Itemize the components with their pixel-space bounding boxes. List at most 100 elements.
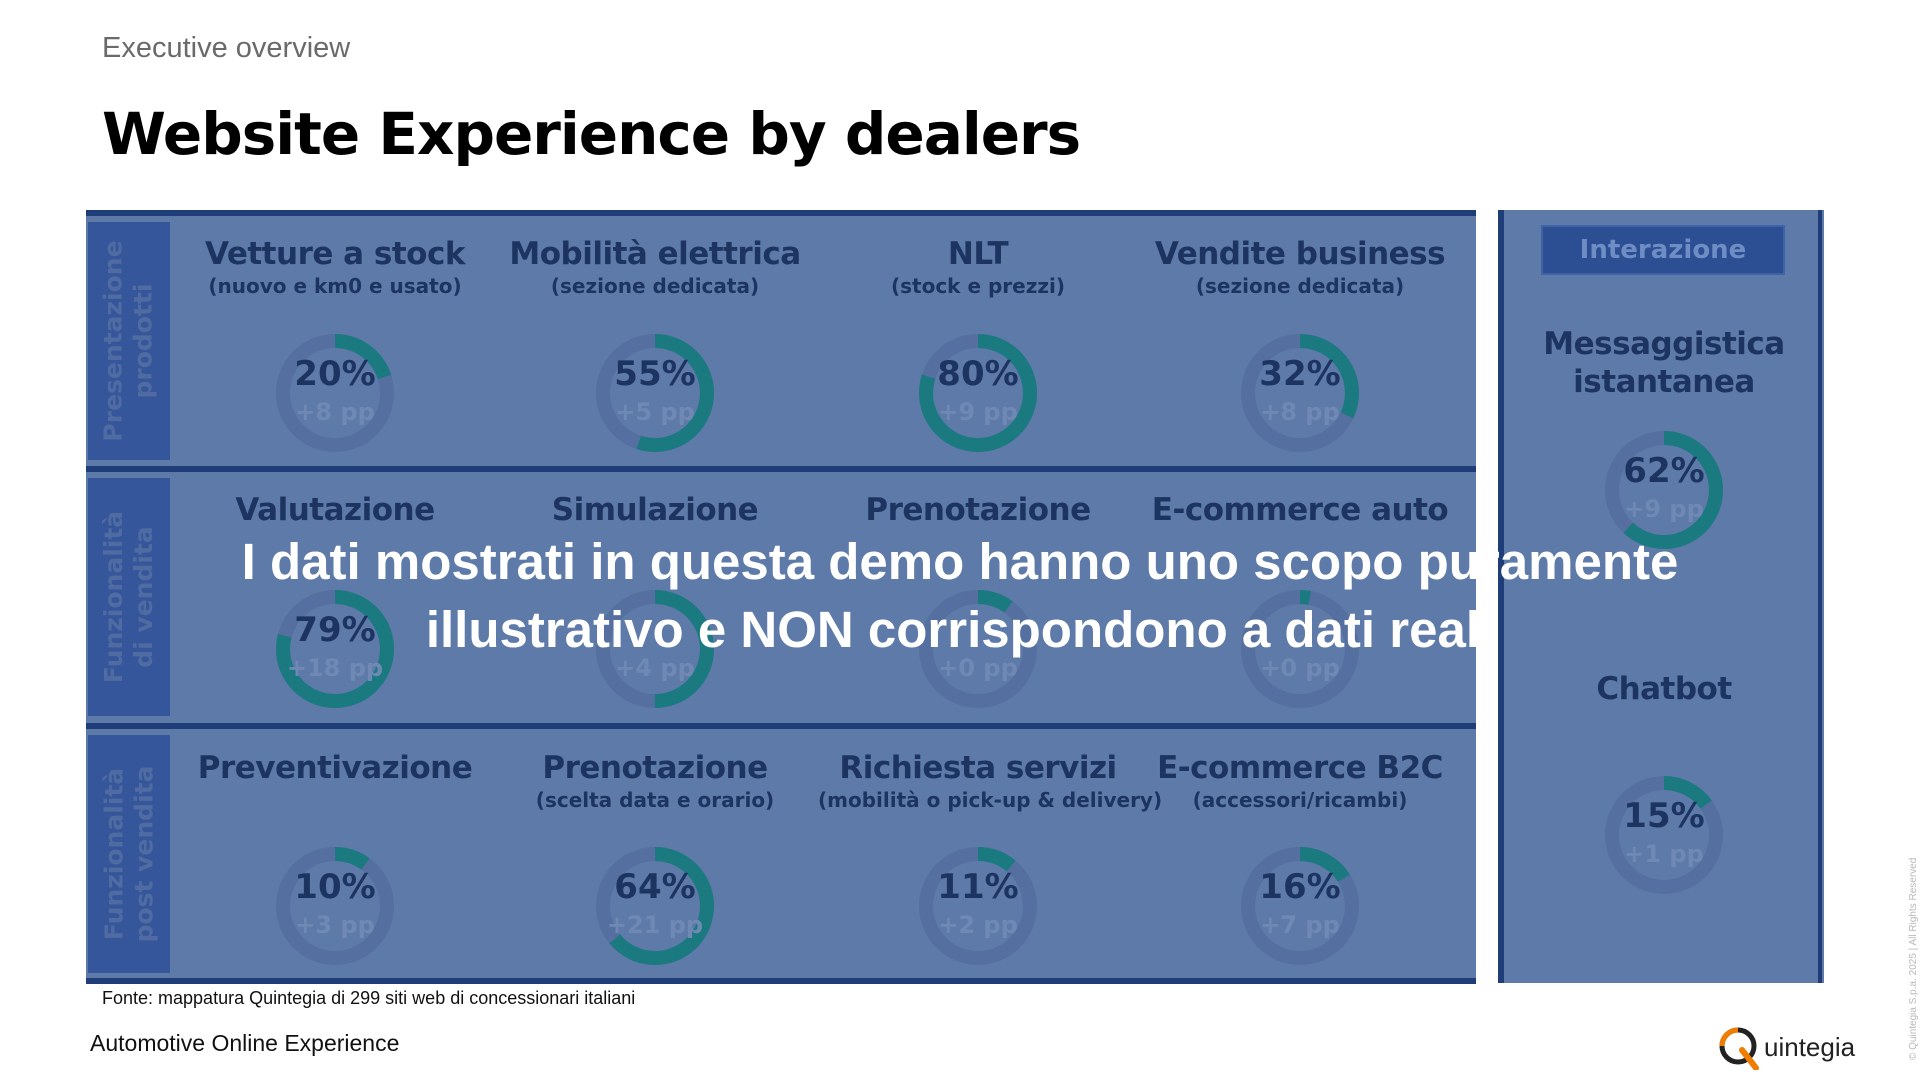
donut-chart: +0 pp: [913, 584, 1043, 714]
section-eyebrow: Executive overview: [102, 32, 351, 64]
logo-q-icon: [1719, 1027, 1759, 1070]
interaction-item: Chatbot: [1504, 670, 1824, 708]
source-note: Fonte: mappatura Quintegia di 299 siti w…: [102, 988, 636, 1008]
logo-text: uintegia: [1764, 1031, 1856, 1062]
donut-arc: [1241, 334, 1359, 452]
donut-value: 10%: [294, 867, 376, 907]
metric-title: Prenotazione: [865, 492, 1091, 528]
metric-tile: E-commerce B2C (accessori/ricambi): [1140, 750, 1460, 812]
donut-value: 80%: [937, 354, 1019, 394]
donut-value: 64%: [614, 867, 696, 907]
metric-subtitle: (scelta data e orario): [535, 788, 775, 812]
donut-chart: 11% +2 pp: [913, 841, 1043, 971]
metric-tile: Preventivazione: [175, 750, 495, 786]
donut-value: 55%: [614, 354, 696, 394]
metric-title: Preventivazione: [197, 750, 473, 786]
metric-title: Richiesta servizi: [839, 750, 1117, 786]
row-label-sales: Funzionalità di vendita: [88, 478, 170, 716]
divider-row2: [86, 723, 1476, 729]
donut-arc: [919, 334, 1037, 452]
interaction-item: Messaggistica istantanea: [1504, 325, 1824, 401]
metric-subtitle: (sezione dedicata): [1195, 274, 1405, 298]
demo-disclaimer: I dati mostrati in questa demo hanno uno…: [0, 528, 1920, 664]
donut-value: 79%: [294, 610, 376, 650]
metric-subtitle: (nuovo e km0 e usato): [208, 274, 462, 298]
interaction-panel: [1504, 210, 1824, 983]
divider-row1: [86, 466, 1476, 472]
donut-arc: [1241, 847, 1359, 965]
donut-value: 20%: [294, 354, 376, 394]
donut-delta: +8 pp: [1260, 398, 1340, 426]
metric-tile: Mobilità elettrica (sezione dedicata): [495, 236, 815, 298]
donut-chart: 80% +9 pp: [913, 328, 1043, 458]
metric-title: Vendite business: [1154, 236, 1446, 272]
donut-chart: 62% +9 pp: [1599, 425, 1729, 555]
donut-chart: 64% +21 pp: [590, 841, 720, 971]
interaction-title: Messaggistica istantanea: [1543, 326, 1785, 400]
metric-title: Prenotazione: [542, 750, 768, 786]
donut-arc: [919, 590, 1037, 708]
donut-chart: +4 pp: [590, 584, 720, 714]
divider-top: [86, 210, 1476, 216]
copyright: © Quintegia S.p.a. 2025 | All Rights Res…: [1908, 857, 1919, 1060]
donut-delta: +0 pp: [938, 654, 1018, 682]
donut-arc: [1241, 590, 1359, 708]
donut-arc: [276, 590, 394, 708]
metric-tile: Prenotazione: [818, 492, 1138, 528]
interaction-title: Chatbot: [1596, 671, 1732, 707]
disclaimer-line-1: I dati mostrati in questa demo hanno uno…: [241, 533, 1679, 590]
donut-delta: +4 pp: [615, 654, 695, 682]
metric-subtitle: (mobilità o pick-up & delivery): [818, 788, 1163, 812]
donut-chart: +0 pp: [1235, 584, 1365, 714]
disclaimer-line-2: illustrativo e NON corrispondono a dati …: [425, 601, 1495, 658]
metric-tile: Vetture a stock (nuovo e km0 e usato): [175, 236, 495, 298]
metric-tile: Richiesta servizi (mobilità o pick-up & d…: [818, 750, 1163, 812]
metric-title: E-commerce auto: [1151, 492, 1449, 528]
metric-title: E-commerce B2C: [1157, 750, 1443, 786]
donut-chart: 16% +7 pp: [1235, 841, 1365, 971]
divider-bottom: [86, 978, 1476, 984]
donut-chart: 15% +1 pp: [1599, 770, 1729, 900]
panel-separator: [1498, 210, 1504, 983]
metric-title: Valutazione: [235, 492, 435, 528]
metric-title: Mobilità elettrica: [509, 236, 801, 272]
metric-subtitle: (accessori/ricambi): [1192, 788, 1408, 812]
donut-value: 32%: [1259, 354, 1341, 394]
interaction-badge: Interazione: [1541, 225, 1785, 275]
donut-delta: +7 pp: [1260, 911, 1340, 939]
donut-value: 16%: [1259, 867, 1341, 907]
donut-delta: +8 pp: [295, 398, 375, 426]
metric-title: NLT: [947, 236, 1009, 272]
metric-subtitle: (sezione dedicata): [550, 274, 760, 298]
metric-tile: Prenotazione (scelta data e orario): [495, 750, 815, 812]
donut-delta: +18 pp: [286, 654, 384, 682]
page-title: Website Experience by dealers: [102, 100, 1081, 168]
donut-arc: [596, 334, 714, 452]
metric-tile: Valutazione: [175, 492, 495, 528]
donut-chart: 32% +8 pp: [1235, 328, 1365, 458]
donut-arc: [919, 847, 1037, 965]
metric-subtitle: (stock e prezzi): [890, 274, 1065, 298]
donut-arc: [1605, 431, 1723, 549]
donut-arc: [596, 590, 714, 708]
donut-arc: [596, 847, 714, 965]
donut-delta: +0 pp: [1260, 654, 1340, 682]
donut-arc: [276, 334, 394, 452]
donut-value: 11%: [937, 867, 1019, 907]
metric-tile: NLT (stock e prezzi): [818, 236, 1138, 298]
donut-chart: 79% +18 pp: [270, 584, 400, 714]
donut-delta: +9 pp: [1624, 495, 1704, 523]
donut-delta: +1 pp: [1624, 840, 1704, 868]
donut-value: 62%: [1623, 451, 1705, 491]
quintegia-logo: uintegia: [1718, 1024, 1855, 1070]
panel-edge: [1818, 210, 1822, 983]
donut-chart: 20% +8 pp: [270, 328, 400, 458]
metric-title: Vetture a stock: [205, 236, 465, 272]
donut-delta: +5 pp: [615, 398, 695, 426]
donut-chart: 10% +3 pp: [270, 841, 400, 971]
donut-delta: +9 pp: [938, 398, 1018, 426]
row-label-aftersales: Funzionalità post vendita: [88, 735, 170, 973]
metric-tile: E-commerce auto: [1140, 492, 1460, 528]
metric-title: Simulazione: [551, 492, 759, 528]
donut-chart: 55% +5 pp: [590, 328, 720, 458]
